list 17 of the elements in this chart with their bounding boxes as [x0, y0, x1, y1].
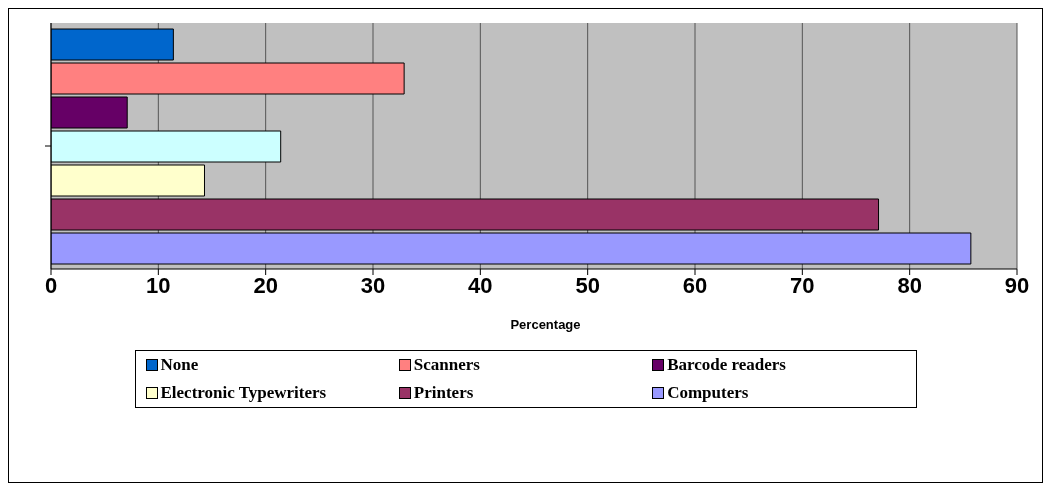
- x-tick-label: 0: [44, 272, 58, 298]
- legend-label: Electronic Typewriters: [160, 383, 327, 403]
- legend-label: Barcode readers: [667, 355, 786, 375]
- legend-label: Scanners: [413, 355, 480, 375]
- x-tick-label: 90: [1004, 272, 1030, 298]
- x-tick-label: 80: [897, 272, 922, 298]
- x-tick-label: 60: [682, 272, 708, 298]
- x-axis-title: Percentage: [509, 317, 582, 332]
- x-tick-label: 40: [468, 272, 493, 298]
- x-tick-label: 50: [575, 272, 600, 298]
- x-tick-label: 30: [360, 272, 386, 298]
- legend-label: Printers: [413, 383, 474, 403]
- x-tick-label: 20: [253, 272, 278, 298]
- legend-label: Computers: [667, 383, 749, 403]
- x-tick-label: 10: [146, 272, 171, 298]
- x-tick-label: 70: [790, 272, 815, 298]
- legend-label: None: [160, 355, 199, 375]
